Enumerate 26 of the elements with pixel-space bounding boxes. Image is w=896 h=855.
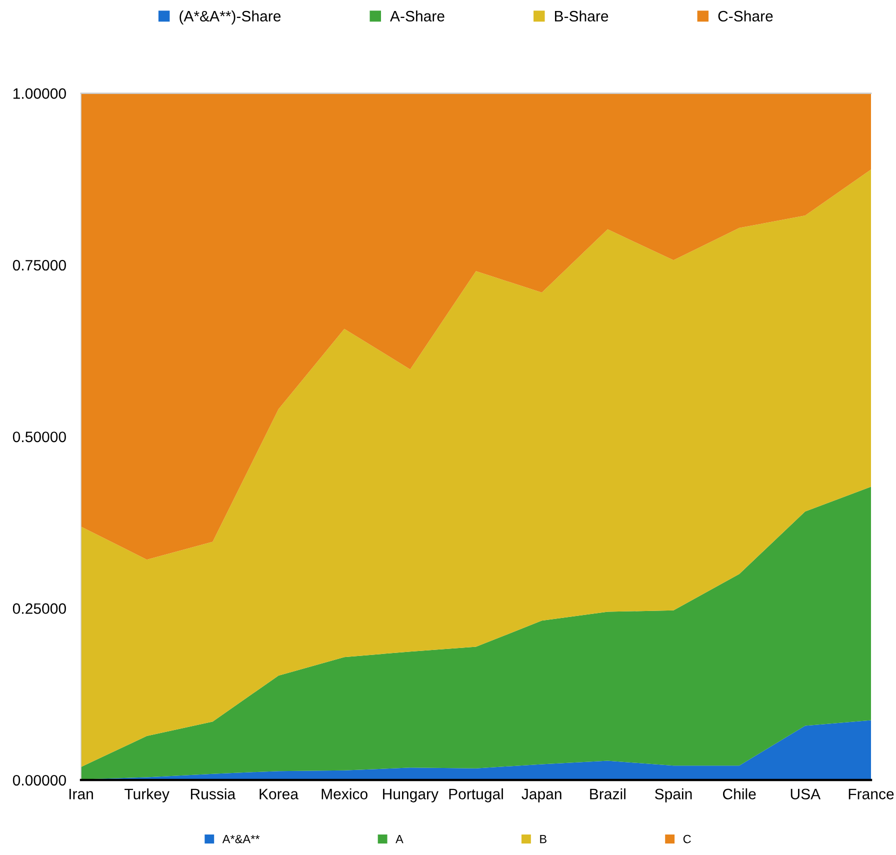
x-tick-label: Portugal bbox=[449, 788, 503, 802]
y-tick-label: 0.50000 bbox=[12, 432, 66, 442]
legend-label: C-Share bbox=[718, 10, 773, 22]
legend-label: A-Share bbox=[390, 10, 444, 22]
x-tick-label: Brazil bbox=[590, 788, 626, 800]
text: A*&A** bbox=[222, 834, 260, 844]
x-tick-label: Chile bbox=[723, 788, 756, 800]
y-tick-label: 0.00000 bbox=[12, 774, 66, 786]
x-tick-label: Russia bbox=[190, 788, 236, 800]
y-tick-label: 0.75000 bbox=[12, 260, 66, 271]
x-tick-label: Spain bbox=[655, 788, 692, 802]
x-tick-label: USA bbox=[790, 788, 821, 800]
x-tick-label: France bbox=[848, 788, 894, 800]
text: A bbox=[396, 834, 404, 844]
x-tick-label: Korea bbox=[260, 788, 299, 800]
x-tick-label: Hungary bbox=[383, 788, 438, 802]
x-tick-label: Turkey bbox=[124, 788, 170, 802]
legend-label: B-Share bbox=[554, 10, 608, 22]
x-tick-label: Iran bbox=[69, 788, 93, 800]
text: C bbox=[683, 834, 691, 844]
x-tick-label: Mexico bbox=[322, 788, 368, 800]
text: B bbox=[540, 834, 546, 844]
legend-label: (A*&A**)-Share bbox=[180, 10, 281, 24]
x-tick-label: Japan bbox=[522, 788, 562, 802]
y-tick-label: 1.00000 bbox=[13, 88, 66, 99]
y-tick-label: 0.25000 bbox=[12, 603, 66, 614]
